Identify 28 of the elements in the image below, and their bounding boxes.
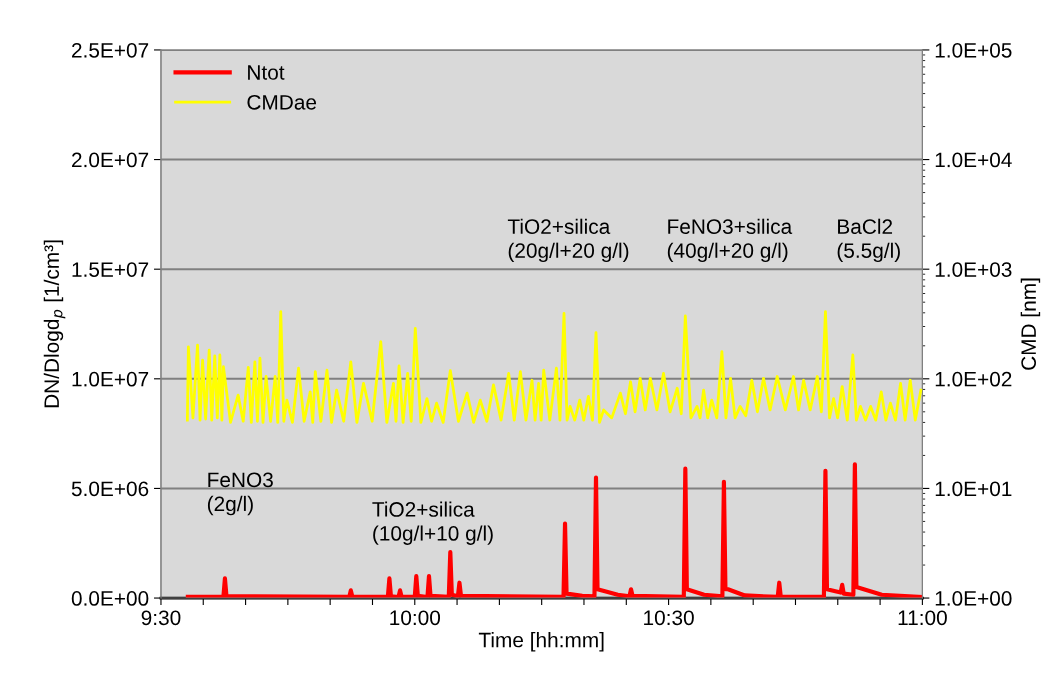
- y-tick-label: 1.5E+07: [72, 262, 149, 277]
- y2-tick-label: 1.0E+05: [935, 42, 1012, 58]
- x-tick-label: 9:30: [141, 610, 181, 626]
- annotation: TiO2+silica (20g/l+20 g/l): [507, 218, 629, 263]
- annotation: BaCl2 (5.5g/l): [837, 218, 900, 263]
- annotation: FeNO3 (2g/l): [207, 472, 273, 516]
- y-tick-label: 2.0E+07: [72, 152, 149, 168]
- y2-tick-label: 1.0E+01: [935, 481, 1012, 497]
- x-tick-label: 10:00: [390, 610, 441, 626]
- line-series: [185, 310, 923, 424]
- y2-tick-label: 1.0E+03: [935, 262, 1012, 277]
- y-tick-label: 2.5E+07: [72, 42, 149, 58]
- y2-tick-label: 1.0E+04: [935, 152, 1012, 168]
- y-tick-label: 1.0E+07: [72, 371, 149, 387]
- y2-axis-title: CMD [nm]: [1020, 278, 1041, 370]
- y-tick-label: 5.0E+06: [71, 481, 149, 497]
- x-tick-label: 11:00: [898, 610, 947, 626]
- legend-label: Ntot: [248, 65, 285, 80]
- x-tick-label: 10:30: [644, 610, 694, 626]
- y2-tick-label: 1.0E+00: [935, 591, 1012, 606]
- legend-label: CMDae: [247, 94, 317, 110]
- line-series: [185, 462, 923, 599]
- y-tick-label: 0.0E+00: [71, 591, 149, 606]
- annotation: FeNO3+silica (40g/l+20 g/l): [667, 218, 793, 263]
- x-axis-title: Time [hh:mm]: [478, 632, 604, 652]
- y2-tick-label: 1.0E+02: [935, 371, 1012, 387]
- y-axis-title: DN/Dlogd$_{p}$ [1/cm³]: [43, 240, 66, 408]
- annotation: TiO2+silica (10g/l+10 g/l): [372, 501, 493, 545]
